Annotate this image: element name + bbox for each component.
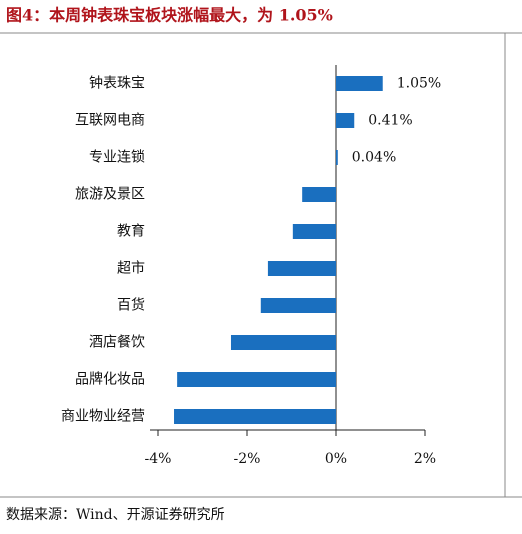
bar: [174, 409, 336, 424]
y-tick-label: 酒店餐饮: [89, 335, 145, 351]
y-tick-label: 百货: [117, 297, 145, 314]
y-tick-label: 超市: [117, 260, 145, 277]
value-label: 0.04%: [352, 150, 396, 166]
bar: [302, 187, 336, 202]
bar: [336, 76, 383, 91]
source-note: 数据来源：Wind、开源证券研究所: [6, 507, 225, 523]
x-tick-label: 2%: [414, 451, 436, 467]
y-tick-label: 品牌化妆品: [75, 371, 145, 388]
chart-title: 图4：本周钟表珠宝板块涨幅最大，为 1.05%: [6, 6, 333, 25]
bar: [267, 261, 336, 276]
bar: [260, 298, 336, 313]
bar: [177, 372, 336, 387]
x-tick-label: -4%: [145, 451, 172, 467]
y-tick-label: 旅游及景区: [75, 187, 145, 203]
bar: [230, 335, 336, 350]
y-tick-label: 商业物业经营: [61, 409, 145, 425]
x-tick-label: 0%: [325, 451, 347, 467]
value-label: 0.41%: [368, 113, 412, 129]
bar: [292, 224, 336, 239]
x-tick-label: -2%: [234, 451, 261, 467]
y-tick-label: 专业连锁: [89, 150, 145, 166]
y-tick-label: 钟表珠宝: [89, 75, 145, 92]
y-tick-label: 教育: [117, 224, 145, 240]
value-label: 1.05%: [397, 76, 441, 92]
bar: [336, 150, 338, 165]
y-tick-label: 互联网电商: [75, 113, 145, 129]
bar: [336, 113, 355, 128]
